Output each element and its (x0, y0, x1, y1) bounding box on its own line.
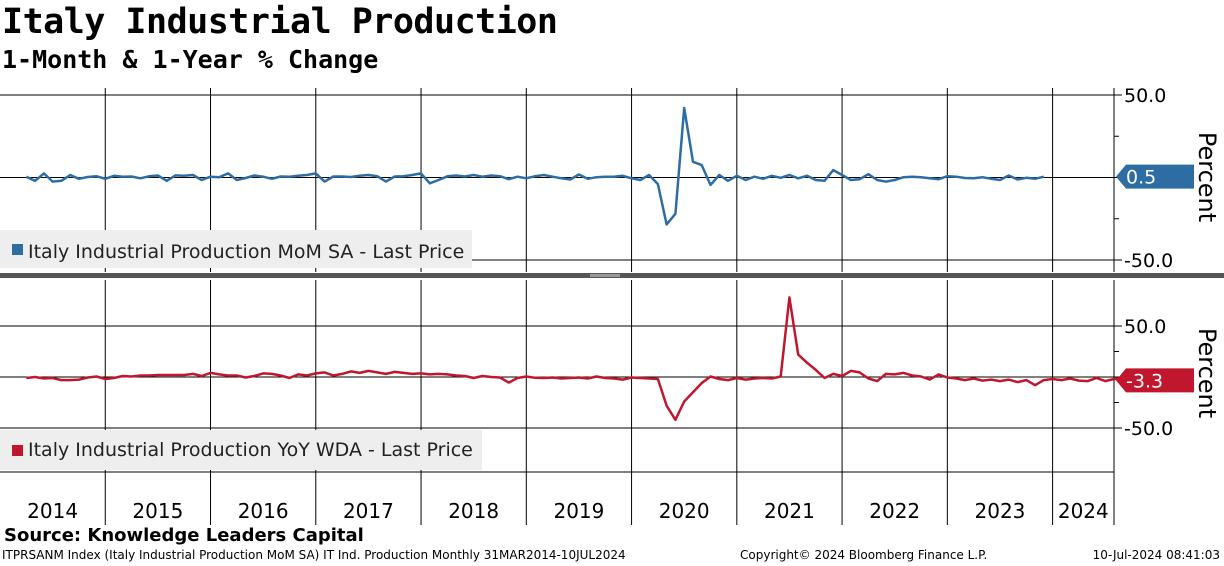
x-tick-label: 2023 (975, 499, 1026, 523)
source-note: Source: Knowledge Leaders Capital (4, 525, 364, 546)
x-tick-label: 2020 (659, 499, 710, 523)
y-tick-label: 50.0 (1124, 85, 1166, 107)
x-tick-label: 2021 (764, 499, 815, 523)
x-tick-label: 2017 (343, 499, 394, 523)
x-tick-label: 2022 (869, 499, 920, 523)
footer-index-info: ITPRSANM Index (Italy Industrial Product… (2, 548, 626, 562)
x-tick-label: 2016 (238, 499, 289, 523)
chart-title: Italy Industrial Production (2, 2, 558, 42)
footer-copyright: Copyright© 2024 Bloomberg Finance L.P. (740, 548, 988, 562)
legend-box (0, 230, 472, 268)
y-tick-label: 50.0 (1124, 316, 1166, 338)
x-tick-label: 2018 (448, 499, 499, 523)
legend-box (0, 430, 482, 470)
last-value-label: -3.3 (1126, 370, 1163, 392)
y-tick-label: -50.0 (1124, 418, 1173, 440)
x-tick-label: 2024 (1058, 499, 1109, 523)
last-value-tag (1116, 368, 1194, 393)
legend-swatch (12, 445, 23, 456)
y-tick-label: -50.0 (1124, 250, 1173, 272)
series-line (26, 296, 1167, 422)
footer-timestamp: 10-Jul-2024 08:41:03 (1092, 548, 1220, 562)
y-axis-label: Percent (1193, 132, 1221, 222)
x-tick-label: 2014 (27, 499, 78, 523)
x-tick-label: 2015 (132, 499, 183, 523)
series-line (25, 106, 1045, 226)
last-value-tag (1116, 164, 1194, 189)
yoy-panel: 50.0 -50.0 Percent -3.3 Italy Industrial Pro… (0, 280, 1221, 472)
chart-subtitle: 1-Month & 1-Year % Change (2, 45, 379, 74)
dual-panel-chart: 50.0 -50.0 Percent 0.5 Italy Industrial Prod… (0, 85, 1224, 525)
y-axis-label: Percent (1193, 328, 1221, 418)
divider-handle (590, 274, 620, 277)
legend-label: Italy Industrial Production MoM SA - Las… (28, 241, 464, 263)
mom-panel: 50.0 -50.0 Percent 0.5 Italy Industrial Prod… (0, 85, 1221, 272)
x-tick-label: 2019 (553, 499, 604, 523)
last-value-label: 0.5 (1126, 167, 1156, 189)
legend-swatch (12, 244, 23, 255)
legend-label: Italy Industrial Production YoY WDA - La… (28, 439, 473, 461)
